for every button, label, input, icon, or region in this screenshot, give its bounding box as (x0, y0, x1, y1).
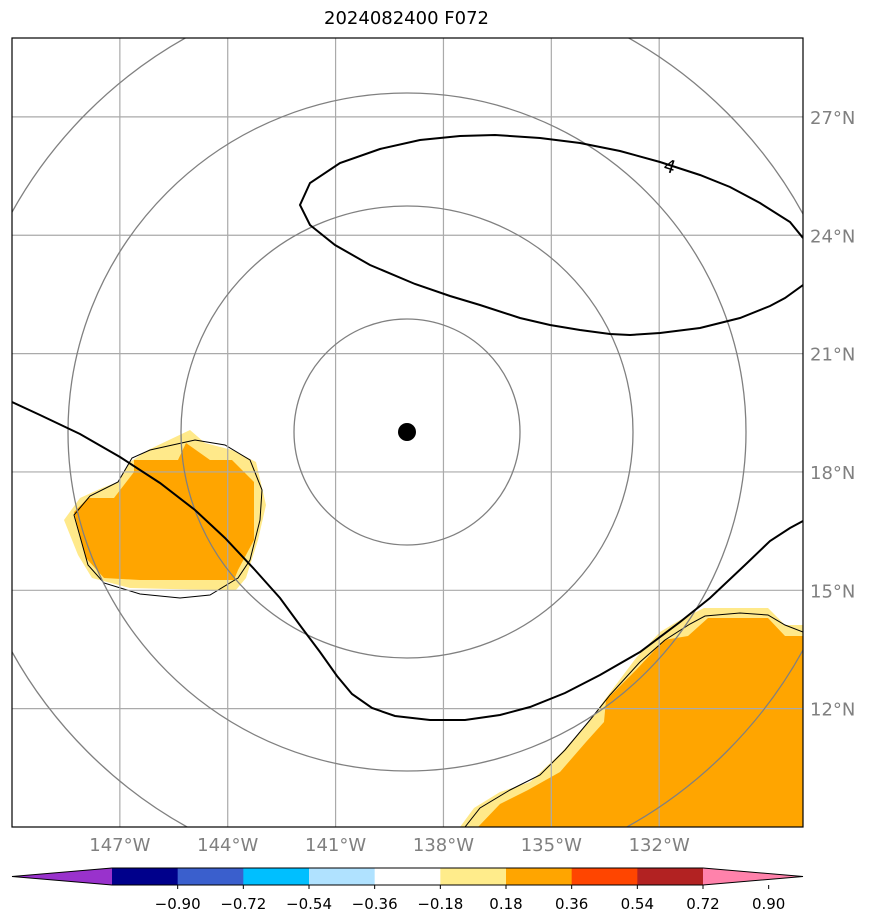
colorbar-segment (506, 868, 573, 885)
colorbar-extend-high (703, 868, 803, 885)
colorbar-tick-label: 0.54 (621, 895, 654, 913)
colorbar-segment (637, 868, 704, 885)
range-ring-2 (180, 205, 634, 659)
latitude-labels: 12°N 15°N 18°N 21°N 24°N 27°N (810, 108, 855, 721)
map-title: 2024082400 F072 (324, 8, 489, 29)
colorbar: −0.90 −0.72 −0.54 −0.36 −0.18 0.18 0.36 0.54 0.7… (11, 867, 804, 913)
colorbar-segment (177, 868, 244, 885)
colorbar-tick-label: 0.36 (555, 895, 588, 913)
colorbar-tick-label: 0.90 (752, 895, 785, 913)
anomaly-outlines (73, 439, 803, 827)
colorbar-segment (440, 868, 507, 885)
latitude-label: 15°N (810, 581, 855, 602)
lat-lon-grid (12, 38, 803, 827)
longitude-label: 132°W (629, 835, 690, 856)
latitude-label: 27°N (810, 108, 855, 129)
anomaly-fill-west-orange (74, 443, 254, 580)
anomaly-outline-west (73, 439, 263, 599)
longitude-label: 144°W (197, 835, 258, 856)
colorbar-tick-label: 0.72 (686, 895, 719, 913)
colorbar-segment (309, 868, 376, 885)
map-frame (11, 37, 804, 828)
colorbar-tick-label: −0.36 (352, 895, 398, 913)
colorbar-tick-label: −0.72 (220, 895, 266, 913)
anomaly-fills (64, 430, 803, 827)
contour-line-south (12, 401, 803, 721)
latitude-label: 21°N (810, 345, 855, 366)
longitude-label: 138°W (413, 835, 474, 856)
anomaly-fill-southeast-orange (478, 618, 803, 827)
storm-center-marker (398, 423, 416, 441)
colorbar-tick-label: −0.90 (155, 895, 201, 913)
longitude-label: 141°W (305, 835, 366, 856)
colorbar-tick-label: −0.18 (417, 895, 463, 913)
colorbar-tick-label: −0.54 (286, 895, 332, 913)
latitude-label: 12°N (810, 700, 855, 721)
longitude-labels: 147°W 144°W 141°W 138°W 135°W 132°W (89, 835, 690, 856)
colorbar-extend-low (12, 868, 112, 885)
longitude-label: 147°W (89, 835, 150, 856)
latitude-label: 24°N (810, 226, 855, 247)
anomaly-outline-southeast (464, 612, 803, 827)
colorbar-outline (11, 867, 804, 886)
range-rings (12, 38, 803, 827)
colorbar-segment (243, 868, 310, 885)
longitude-label: 135°W (521, 835, 582, 856)
colorbar-tick-label: 0.18 (489, 895, 522, 913)
range-ring-1 (293, 318, 521, 546)
colorbar-segment (571, 868, 638, 885)
contour-lines (12, 133, 803, 721)
contour-line-north (298, 133, 803, 337)
latitude-label: 18°N (810, 463, 855, 484)
colorbar-segment (112, 868, 179, 885)
range-ring-3 (67, 92, 747, 772)
colorbar-segment (374, 868, 441, 885)
